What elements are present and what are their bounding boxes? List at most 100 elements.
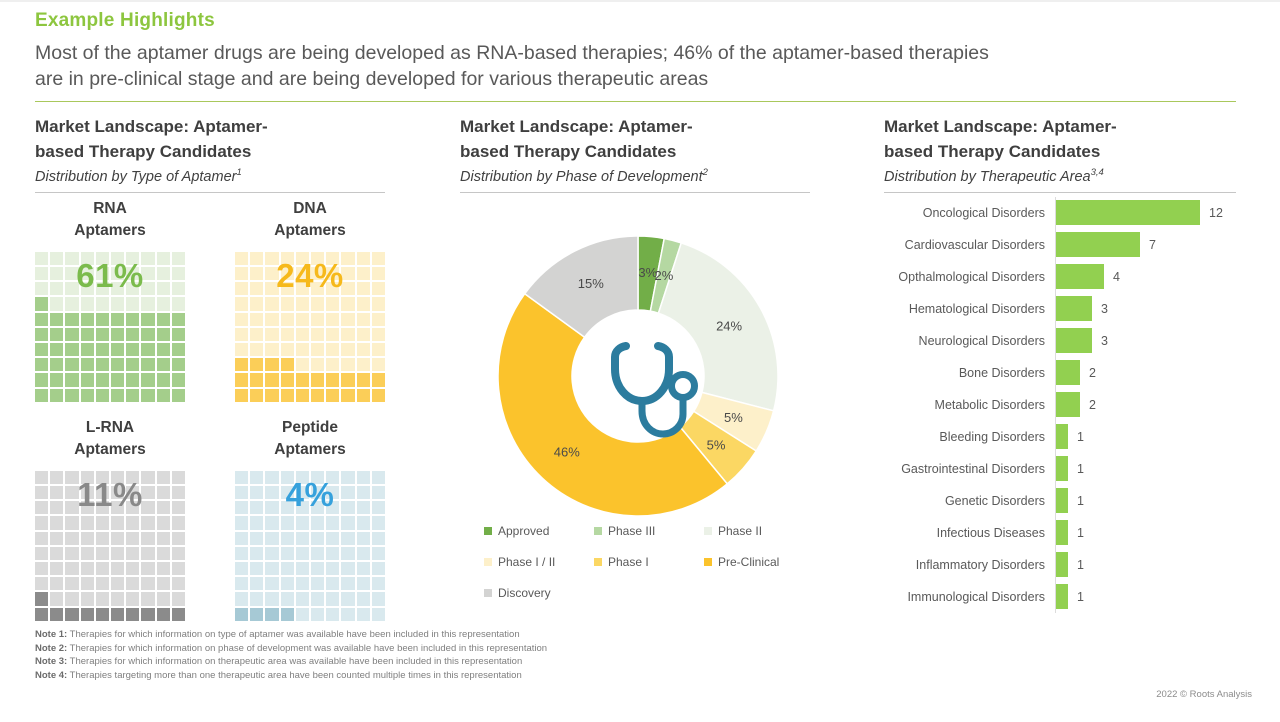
waffle-cell xyxy=(80,516,94,530)
bar xyxy=(1056,392,1080,418)
waffle-percentage: 11% xyxy=(77,475,143,513)
waffle-cell xyxy=(35,546,49,561)
bar-category-label: Neurological Disorders xyxy=(918,333,1045,348)
waffle-cell xyxy=(95,373,109,387)
waffle-cell xyxy=(295,327,309,342)
waffle-cell xyxy=(280,562,294,576)
waffle-cell xyxy=(265,531,279,545)
waffle-cell xyxy=(35,343,49,357)
waffle-cell xyxy=(110,327,125,342)
waffle-cell xyxy=(141,358,155,372)
waffle-cell xyxy=(326,282,340,296)
legend-item-phase-iii: Phase III xyxy=(594,524,704,538)
legend-label: Approved xyxy=(498,524,550,538)
bar-category-label: Opthalmological Disorders xyxy=(898,269,1045,284)
waffle-cell xyxy=(50,562,64,576)
waffle-cell xyxy=(141,577,155,591)
waffle-cell xyxy=(110,251,125,266)
waffle-cell xyxy=(50,282,64,296)
waffle-cell xyxy=(280,297,294,311)
waffle-cell xyxy=(126,501,140,515)
waffle-cell xyxy=(80,577,94,591)
waffle-cell xyxy=(356,562,370,576)
bar-value-label: 2 xyxy=(1089,365,1096,380)
waffle-cell xyxy=(356,327,370,342)
legend-label: Discovery xyxy=(498,586,551,600)
waffle-cell xyxy=(265,577,279,591)
legend-label: Phase I xyxy=(608,555,649,569)
note-line: Note 3: Therapies for which information … xyxy=(35,656,523,667)
waffle-grid: 24% xyxy=(235,251,385,402)
waffle-cell xyxy=(110,501,125,515)
waffle-cell xyxy=(341,282,355,296)
waffle-cell xyxy=(310,592,325,606)
waffle-cell xyxy=(50,327,64,342)
waffle-cell xyxy=(250,562,264,576)
waffle-cell xyxy=(265,312,279,326)
waffle-cell xyxy=(110,546,125,561)
waffle-cell xyxy=(171,282,185,296)
waffle-cell xyxy=(171,297,185,311)
waffle-cell xyxy=(141,592,155,606)
waffle-cell xyxy=(50,516,64,530)
waffle-cell xyxy=(295,470,309,485)
waffle-cell xyxy=(65,486,79,500)
bar-value-label: 12 xyxy=(1209,205,1223,220)
waffle-cell xyxy=(126,516,140,530)
waffle-cell xyxy=(356,577,370,591)
waffle-cell xyxy=(65,388,79,402)
waffle-cell xyxy=(141,327,155,342)
waffle-cell xyxy=(50,592,64,606)
waffle-cell xyxy=(250,470,264,485)
waffle-cell xyxy=(280,470,294,485)
waffle-cell xyxy=(371,607,385,621)
waffle-cell xyxy=(35,251,49,266)
waffle-cell xyxy=(280,343,294,357)
waffle-cell xyxy=(295,282,309,296)
bar xyxy=(1056,296,1092,322)
section-subtitle: Distribution by Therapeutic Area3,4 xyxy=(884,167,1104,185)
waffle-cell xyxy=(110,486,125,500)
waffle-cell xyxy=(110,592,125,606)
waffle-cell xyxy=(356,251,370,266)
bar-track: 3 xyxy=(1055,292,1236,325)
waffle-cell xyxy=(295,388,309,402)
waffle-cell xyxy=(326,358,340,372)
bar-value-label: 7 xyxy=(1149,237,1156,252)
waffle-cell xyxy=(235,531,249,545)
waffle-cell xyxy=(341,373,355,387)
waffle-cell xyxy=(110,470,125,485)
waffle-cell xyxy=(341,343,355,357)
waffle-cell xyxy=(156,592,170,606)
bar-row-oncological-disorders: Oncological Disorders 12 xyxy=(884,196,1236,229)
waffle-cell xyxy=(356,282,370,296)
bar-row-opthalmological-disorders: Opthalmological Disorders 4 xyxy=(884,260,1236,293)
legend-label: Phase II xyxy=(718,524,763,538)
waffle-cell xyxy=(141,373,155,387)
waffle-cell xyxy=(110,312,125,326)
legend-item-discovery: Discovery xyxy=(484,586,594,600)
waffle-cell xyxy=(126,373,140,387)
waffle-cell xyxy=(65,267,79,281)
waffle-cell xyxy=(235,373,249,387)
waffle-cell xyxy=(356,470,370,485)
waffle-cell xyxy=(171,577,185,591)
bar-row-metabolic-disorders: Metabolic Disorders 2 xyxy=(884,388,1236,421)
legend-item-phase-i: Phase I xyxy=(594,555,704,569)
waffle-title: L-RNA Aptamers xyxy=(74,418,146,458)
waffle-cell xyxy=(295,486,309,500)
waffle-cell xyxy=(65,531,79,545)
waffle-cell xyxy=(141,312,155,326)
waffle-cell xyxy=(50,607,64,621)
waffle-cell xyxy=(265,607,279,621)
waffle-cell xyxy=(95,388,109,402)
waffle-cell xyxy=(280,327,294,342)
bar-value-label: 1 xyxy=(1077,589,1084,604)
legend-item-pre-clinical: Pre-Clinical xyxy=(704,555,814,569)
waffle-cell xyxy=(235,297,249,311)
waffle-cell xyxy=(265,546,279,561)
bar-category-label: Infectious Diseases xyxy=(936,525,1045,540)
waffle-cell xyxy=(371,577,385,591)
bar xyxy=(1056,488,1068,514)
section-subtitle: Distribution by Type of Aptamer1 xyxy=(35,167,242,185)
